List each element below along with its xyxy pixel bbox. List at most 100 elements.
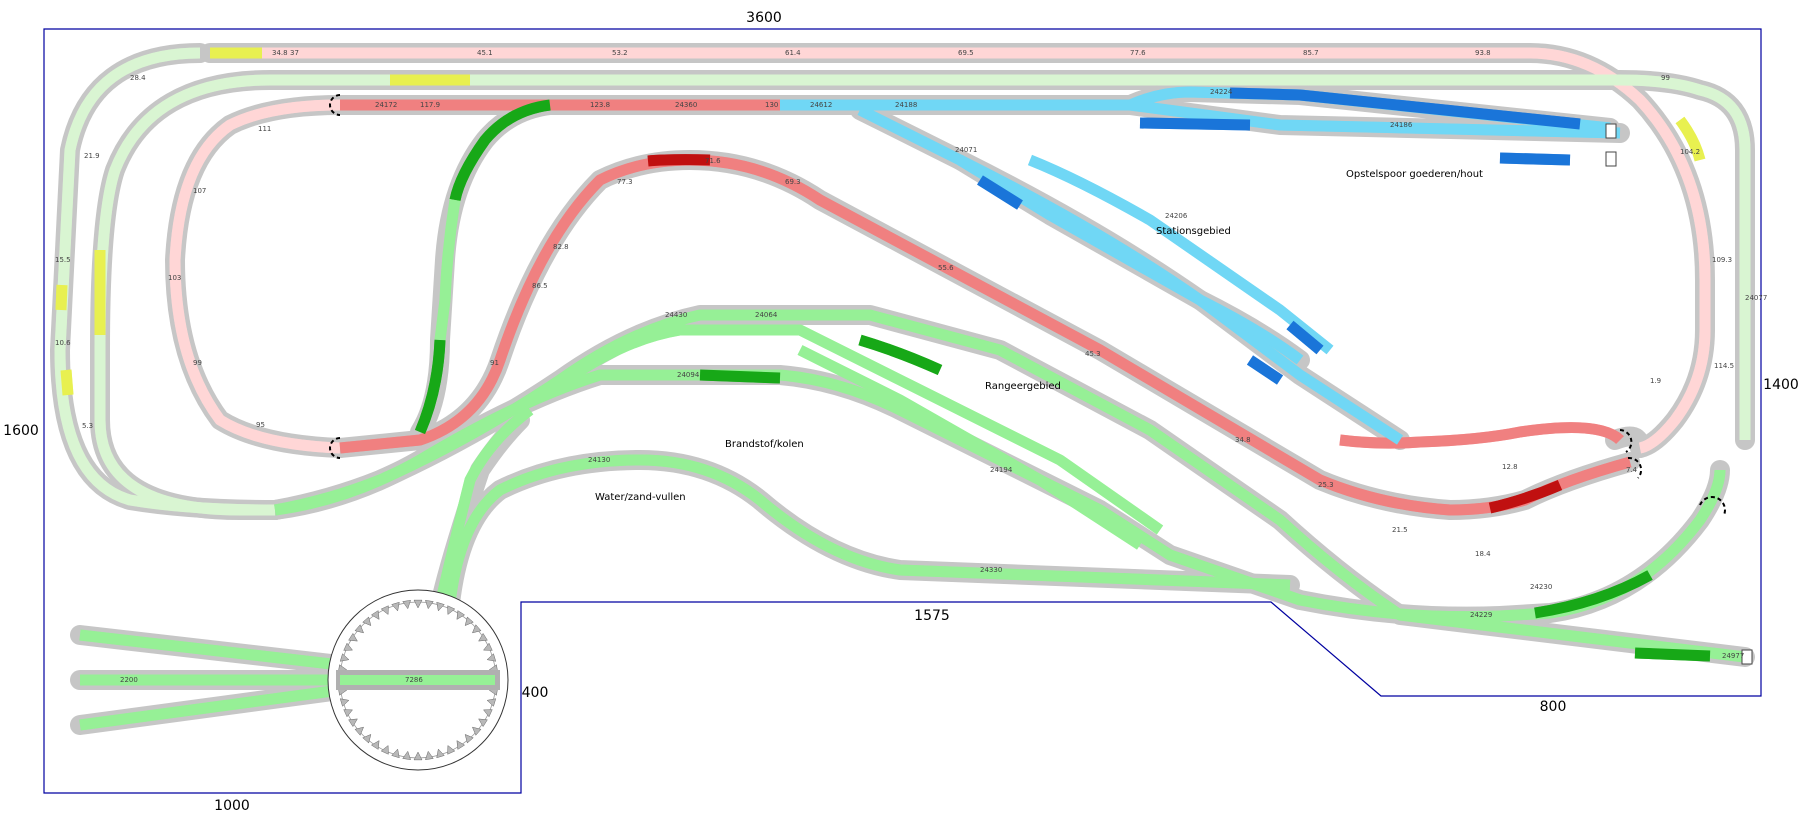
station-track <box>1027 154 1334 355</box>
height-label: 111 <box>258 125 271 133</box>
connection-marker <box>329 94 341 116</box>
height-label: 93.8 <box>1475 49 1491 57</box>
turntable-stall <box>348 718 358 728</box>
dim-step-vertical: 400 <box>522 685 549 701</box>
part-number: 24186 <box>1390 121 1413 129</box>
connection-marker <box>1619 429 1633 453</box>
turntable <box>327 589 509 771</box>
turntable-stall <box>471 624 482 634</box>
height-label: 21.5 <box>1392 526 1408 534</box>
turntable-stall <box>471 726 482 736</box>
turntable-stall <box>456 610 466 620</box>
part-number: 7286 <box>405 676 423 684</box>
height-label: 114.5 <box>1714 362 1734 370</box>
turntable-stall <box>482 642 493 651</box>
height-label: 103 <box>168 274 181 282</box>
dim-left: 1600 <box>3 423 39 439</box>
buffer-stop <box>1605 151 1617 167</box>
turntable-stall <box>413 751 423 761</box>
height-label: 86.5 <box>532 282 548 290</box>
part-number: 24230 <box>1530 583 1552 591</box>
part-number: 24229 <box>1470 611 1492 619</box>
dim-bottom-right: 800 <box>1540 699 1567 715</box>
turntable-stall <box>370 740 380 750</box>
turntable-stall <box>370 610 380 620</box>
turntable-stall <box>478 632 488 642</box>
height-label: 117.9 <box>420 101 440 109</box>
turntable-stalls <box>337 599 499 761</box>
part-number: 24077 <box>1745 294 1767 302</box>
turntable-stall <box>425 750 434 761</box>
height-label: 1.9 <box>1650 377 1661 385</box>
turntable-stall <box>391 748 400 759</box>
part-number: 24430 <box>665 311 687 319</box>
connection-marker <box>1627 456 1643 479</box>
turntable-stall <box>447 605 456 616</box>
part-number: 24094 <box>677 371 700 379</box>
height-label: 95 <box>256 421 265 429</box>
part-number: 24071 <box>955 146 977 154</box>
area-labels: Opstelspoor goederen/hout Stationsgebied… <box>595 169 1483 503</box>
connection-marker <box>329 437 341 459</box>
height-label: 77.6 <box>1130 49 1146 57</box>
height-label: 25.3 <box>1318 481 1334 489</box>
height-label: 99 <box>193 359 202 367</box>
height-label: 7.4 <box>1626 466 1638 474</box>
turntable-stall <box>339 698 350 707</box>
turntable-stall <box>362 733 372 744</box>
height-label: 61.4 <box>785 49 801 57</box>
turntable-stall <box>380 605 389 616</box>
height-label: 71.6 <box>705 157 721 165</box>
turntable-stall <box>482 709 493 718</box>
turntable-stall <box>413 599 423 609</box>
area-label-opstelspoor: Opstelspoor goederen/hout <box>1346 169 1483 180</box>
turntable-stall <box>486 698 497 707</box>
turntable-stall <box>478 718 488 728</box>
part-number: 24172 <box>375 101 397 109</box>
height-label: 77.3 <box>617 178 633 186</box>
height-label: 45.3 <box>1085 350 1101 358</box>
height-label: 18.4 <box>1475 550 1491 558</box>
turntable-stall <box>339 653 350 662</box>
board-outline <box>43 28 1762 794</box>
rails <box>60 53 1745 725</box>
dim-top: 3600 <box>746 10 782 26</box>
turntable-stall <box>456 740 466 750</box>
height-label: 34.8 <box>272 49 288 57</box>
height-label: 55.6 <box>938 264 954 272</box>
turntable-stall <box>464 733 474 744</box>
buffer-stop <box>1605 123 1617 139</box>
height-label: 34.8 <box>1235 436 1251 444</box>
part-number: 24330 <box>980 566 1002 574</box>
area-label-brandstof: Brandstof/kolen <box>725 439 804 450</box>
height-label: 15.5 <box>55 256 71 264</box>
area-label-rangeer: Rangeergebied <box>985 381 1061 392</box>
height-label: 53.2 <box>612 49 628 57</box>
height-label: 69.3 <box>785 178 801 186</box>
end-markers <box>329 94 1726 516</box>
height-label: 109.3 <box>1712 256 1732 264</box>
height-label: 104.2 <box>1680 148 1700 156</box>
height-label: 123.8 <box>590 101 610 109</box>
turntable-stall <box>447 744 456 755</box>
part-number: 24130 <box>588 456 610 464</box>
part-number: 24194 <box>990 466 1013 474</box>
height-label: 82.8 <box>553 243 569 251</box>
area-label-water: Water/zand-vullen <box>595 492 686 503</box>
area-label-station: Stationsgebied <box>1156 226 1231 237</box>
turntable-stall <box>436 748 445 759</box>
height-label: 69.5 <box>958 49 974 57</box>
height-label: 107 <box>193 187 206 195</box>
height-label: 99 <box>1661 74 1670 82</box>
height-label: 91 <box>490 359 499 367</box>
turntable-stall <box>380 744 389 755</box>
track-labels: 34.8 37 45.1 53.2 61.4 69.5 77.6 85.7 93… <box>55 49 1767 684</box>
height-label: 12.8 <box>1502 463 1518 471</box>
turntable-stall <box>354 726 365 736</box>
part-number: 24064 <box>755 311 778 319</box>
connection-marker <box>1699 496 1726 516</box>
height-label: 28.4 <box>130 74 146 82</box>
turntable-stall <box>486 653 497 662</box>
part-number: 24206 <box>1165 212 1188 220</box>
turntable-stall <box>343 642 354 651</box>
